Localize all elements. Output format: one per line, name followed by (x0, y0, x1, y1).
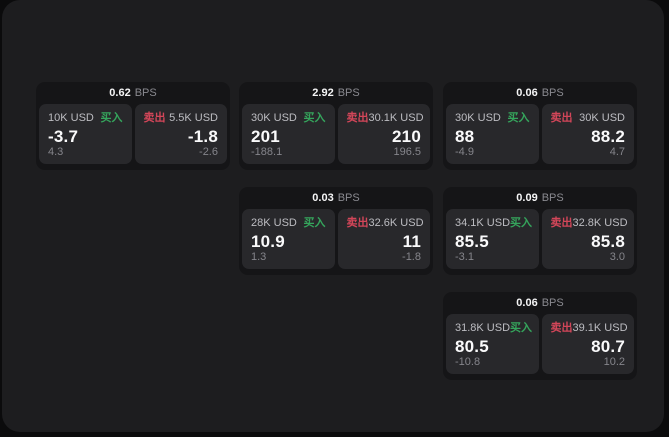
bps-header: 0.62 BPS (36, 82, 230, 104)
bps-header: 0.09 BPS (443, 187, 637, 209)
sell-change: -2.6 (199, 146, 218, 158)
quote-card: 0.06 BPS 30K USD 买入 88 -4.9 卖出 30K USD 8… (443, 82, 637, 170)
buy-label: 买入 (507, 112, 530, 124)
buy-label: 买入 (510, 322, 533, 334)
buy-change: 1.3 (251, 251, 267, 263)
buy-price: 201 (251, 127, 280, 146)
buy-price: 80.5 (455, 337, 489, 356)
buy-price: 88 (455, 127, 475, 146)
sell-amount: 5.5K USD (169, 112, 218, 124)
sell-label: 卖出 (346, 217, 369, 229)
sell-amount: 32.6K USD (368, 217, 424, 229)
quote-body: 30K USD 买入 201 -188.1 卖出 30.1K USD 210 1… (239, 104, 433, 167)
sell-label: 卖出 (550, 112, 573, 124)
bps-unit: BPS (337, 192, 360, 204)
buy-price: 85.5 (455, 232, 489, 251)
sell-change: 196.5 (393, 146, 421, 158)
quote-card: 0.09 BPS 34.1K USD 买入 85.5 -3.1 卖出 32.8K… (443, 187, 637, 275)
bps-value: 0.06 (516, 297, 538, 309)
buy-amount: 30K USD (251, 112, 297, 124)
sell-label: 卖出 (550, 322, 573, 334)
sell-change: 10.2 (603, 356, 625, 368)
sell-amount: 32.8K USD (572, 217, 628, 229)
app-panel: 0.62 BPS 10K USD 买入 -3.7 4.3 卖出 5.5K USD… (2, 0, 664, 432)
sell-price: 80.7 (591, 337, 625, 356)
quote-body: 34.1K USD 买入 85.5 -3.1 卖出 32.8K USD 85.8… (443, 209, 637, 272)
sell-change: 4.7 (609, 146, 625, 158)
sell-price: 88.2 (591, 127, 625, 146)
sell-pane[interactable]: 卖出 5.5K USD -1.8 -2.6 (134, 104, 227, 164)
quote-card: 2.92 BPS 30K USD 买入 201 -188.1 卖出 30.1K … (239, 82, 433, 170)
sell-amount: 39.1K USD (572, 322, 628, 334)
quote-card: 0.06 BPS 31.8K USD 买入 80.5 -10.8 卖出 39.1… (443, 292, 637, 380)
buy-amount: 34.1K USD (455, 217, 511, 229)
sell-amount: 30.1K USD (368, 112, 424, 124)
sell-pane[interactable]: 卖出 30.1K USD 210 196.5 (337, 104, 430, 164)
sell-price: -1.8 (187, 127, 218, 146)
buy-pane[interactable]: 30K USD 买入 88 -4.9 (446, 104, 539, 164)
sell-change: -1.8 (402, 251, 421, 263)
bps-header: 0.06 BPS (443, 292, 637, 314)
quote-body: 10K USD 买入 -3.7 4.3 卖出 5.5K USD -1.8 -2.… (36, 104, 230, 167)
sell-price: 11 (402, 232, 421, 251)
bps-value: 0.62 (109, 87, 131, 99)
buy-change: 4.3 (48, 146, 64, 158)
buy-pane[interactable]: 10K USD 买入 -3.7 4.3 (39, 104, 132, 164)
bps-header: 2.92 BPS (239, 82, 433, 104)
sell-price: 85.8 (591, 232, 625, 251)
bps-unit: BPS (541, 192, 564, 204)
buy-amount: 28K USD (251, 217, 297, 229)
buy-label: 买入 (303, 112, 326, 124)
bps-header: 0.03 BPS (239, 187, 433, 209)
bps-header: 0.06 BPS (443, 82, 637, 104)
quote-body: 31.8K USD 买入 80.5 -10.8 卖出 39.1K USD 80.… (443, 314, 637, 377)
buy-change: -188.1 (251, 146, 283, 158)
sell-pane[interactable]: 卖出 32.6K USD 11 -1.8 (337, 209, 430, 269)
bps-unit: BPS (337, 87, 360, 99)
quote-card: 0.03 BPS 28K USD 买入 10.9 1.3 卖出 32.6K US… (239, 187, 433, 275)
buy-label: 买入 (100, 112, 123, 124)
buy-amount: 31.8K USD (455, 322, 511, 334)
sell-pane[interactable]: 卖出 30K USD 88.2 4.7 (541, 104, 634, 164)
buy-pane[interactable]: 31.8K USD 买入 80.5 -10.8 (446, 314, 539, 374)
quote-card: 0.62 BPS 10K USD 买入 -3.7 4.3 卖出 5.5K USD… (36, 82, 230, 170)
bps-value: 0.09 (516, 192, 538, 204)
buy-amount: 30K USD (455, 112, 501, 124)
buy-change: -3.1 (455, 251, 474, 263)
buy-change: -10.8 (455, 356, 481, 368)
sell-label: 卖出 (143, 112, 166, 124)
buy-pane[interactable]: 28K USD 买入 10.9 1.3 (242, 209, 335, 269)
sell-label: 卖出 (346, 112, 369, 124)
bps-value: 0.03 (312, 192, 334, 204)
buy-label: 买入 (510, 217, 533, 229)
quote-body: 28K USD 买入 10.9 1.3 卖出 32.6K USD 11 -1.8 (239, 209, 433, 272)
buy-change: -4.9 (455, 146, 474, 158)
bps-unit: BPS (134, 87, 157, 99)
buy-price: -3.7 (48, 127, 79, 146)
sell-pane[interactable]: 卖出 32.8K USD 85.8 3.0 (541, 209, 634, 269)
buy-amount: 10K USD (48, 112, 94, 124)
buy-pane[interactable]: 30K USD 买入 201 -188.1 (242, 104, 335, 164)
sell-amount: 30K USD (579, 112, 625, 124)
sell-pane[interactable]: 卖出 39.1K USD 80.7 10.2 (541, 314, 634, 374)
buy-label: 买入 (303, 217, 326, 229)
bps-unit: BPS (541, 87, 564, 99)
bps-unit: BPS (541, 297, 564, 309)
sell-change: 3.0 (609, 251, 625, 263)
buy-pane[interactable]: 34.1K USD 买入 85.5 -3.1 (446, 209, 539, 269)
bps-value: 2.92 (312, 87, 334, 99)
bps-value: 0.06 (516, 87, 538, 99)
sell-price: 210 (392, 127, 421, 146)
buy-price: 10.9 (251, 232, 285, 251)
sell-label: 卖出 (550, 217, 573, 229)
quote-body: 30K USD 买入 88 -4.9 卖出 30K USD 88.2 4.7 (443, 104, 637, 167)
